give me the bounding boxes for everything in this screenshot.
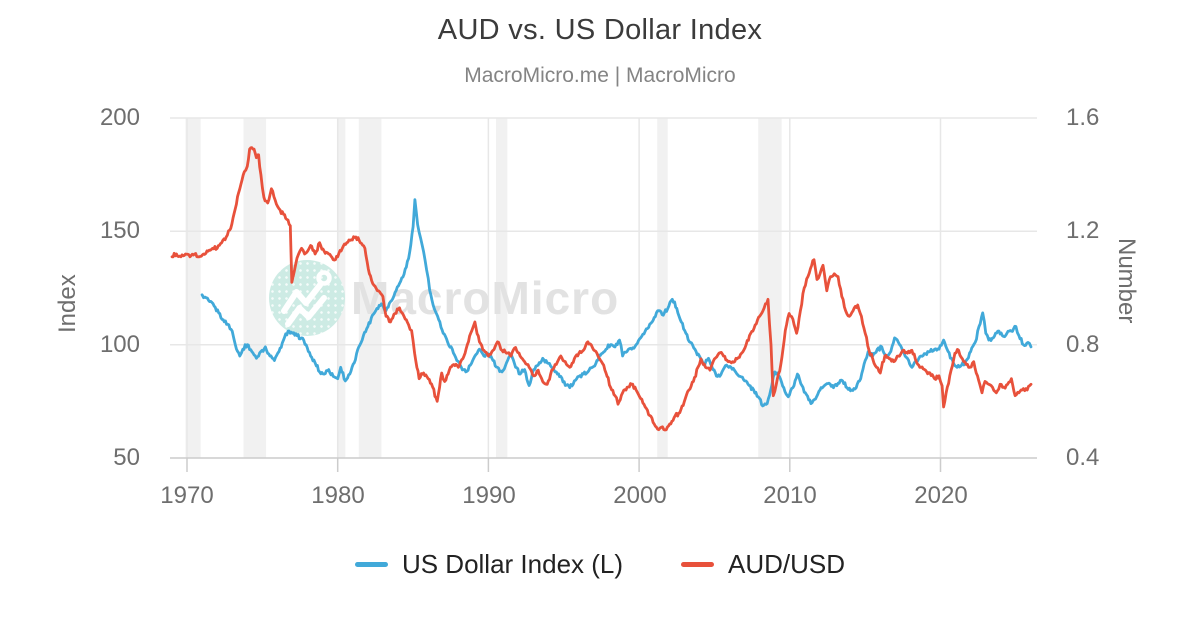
aud-usd-legend-label: AUD/USD	[728, 549, 846, 579]
y-right-tick-1-6: 1.6	[1066, 104, 1100, 131]
legend: US Dollar Index (L) AUD/USD	[0, 549, 1200, 580]
usd-index-legend-label: US Dollar Index (L)	[401, 549, 624, 579]
watermark: MacroMicro	[269, 259, 749, 337]
legend-item-aud-usd[interactable]: AUD/USD	[681, 549, 845, 580]
recession-band	[657, 118, 668, 458]
series-line-usd-index[interactable]	[200, 198, 1033, 408]
recession-band	[496, 118, 508, 458]
series-line-aud-usd[interactable]	[170, 146, 1033, 432]
y-left-tick-200: 200	[99, 104, 140, 131]
chart-title: AUD vs. US Dollar Index	[437, 14, 763, 46]
y-right-tick-0-4: 0.4	[1066, 444, 1100, 471]
x-tick-2010: 2010	[763, 482, 817, 509]
x-tick-1990: 1990	[462, 482, 516, 509]
watermark-text: MacroMicro	[351, 272, 620, 324]
legend-item-usd-index[interactable]: US Dollar Index (L)	[354, 549, 624, 580]
x-tick-1970: 1970	[160, 482, 214, 509]
macromicro-logo-icon	[269, 260, 345, 336]
y-right-tick-0-8: 0.8	[1066, 331, 1100, 358]
x-tick-1980: 1980	[311, 482, 365, 509]
recession-band	[243, 118, 267, 458]
recession-band	[185, 118, 201, 458]
x-tick-2000: 2000	[613, 482, 667, 509]
chart-subtitle: MacroMicro.me | MacroMicro	[464, 64, 736, 87]
recession-band	[358, 118, 382, 458]
y-right-tick-1-2: 1.2	[1066, 217, 1100, 244]
y-left-tick-100: 100	[99, 331, 140, 358]
x-tick-2020: 2020	[914, 482, 968, 509]
aud-usd-swatch-icon	[681, 562, 715, 567]
usd-index-swatch-icon	[354, 562, 388, 567]
y-left-tick-50: 50	[113, 444, 140, 471]
right-axis-title: Number	[1113, 238, 1140, 324]
y-left-tick-150: 150	[99, 217, 140, 244]
